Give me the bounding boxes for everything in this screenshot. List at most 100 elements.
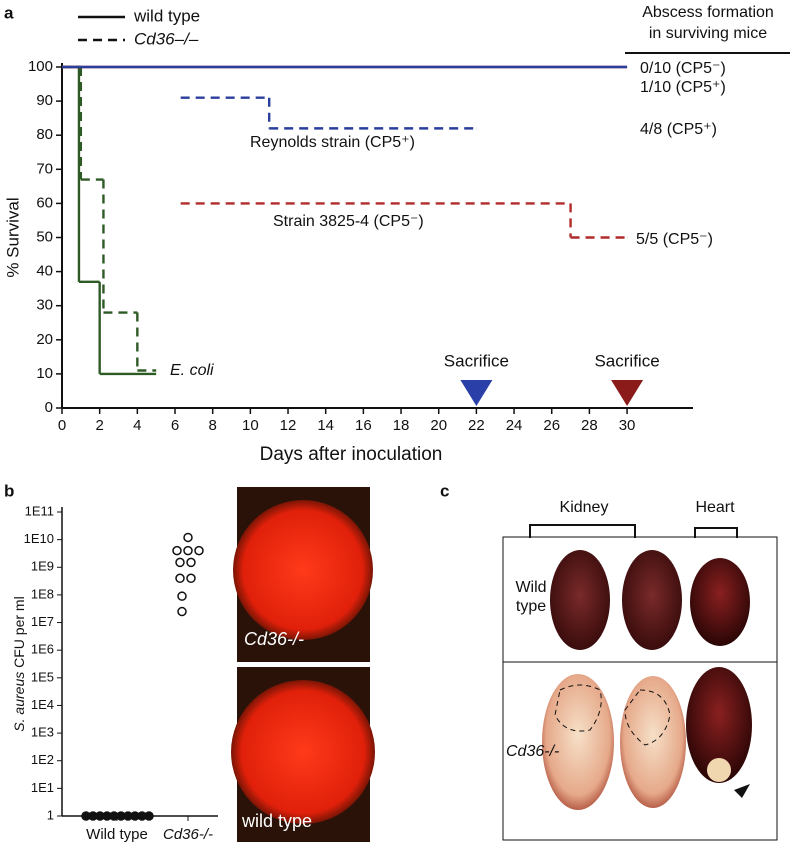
annotation: 1/10 (CP5⁺) [640,79,726,96]
y-axis-label-part: CFU per ml [11,596,27,671]
y-tick-label: 1E6 [31,642,54,657]
y-tick-label: 1E11 [25,503,54,518]
y-tick-label: 40 [36,263,53,280]
series [62,65,157,372]
row-label: Wild type [515,579,547,615]
y-tick-label: 10 [36,365,53,382]
panel-letter: c [440,481,449,500]
data-point [175,557,185,568]
series [180,202,628,239]
y-tick-label: 70 [36,160,53,177]
x-tick-label: Cd36-/- [163,826,213,843]
y-tick-label: 1E4 [31,697,54,712]
row-label: Cd36-/- [506,743,559,760]
x-tick-label: 0 [58,417,66,434]
y-axis-label: S. aureus CFU per ml [11,596,27,731]
panel-letter: a [4,3,14,22]
x-tick-label: 10 [242,417,259,434]
annotation: 0/10 (CP5⁻) [640,60,726,77]
y-tick-label: 20 [36,331,53,348]
x-tick-label: 20 [430,417,447,434]
x-tick-label: 6 [171,417,179,434]
x-tick-label: 14 [317,417,334,434]
plate-label: wild type [241,811,312,831]
y-tick-label: 1E3 [31,725,54,740]
x-tick-label: 30 [619,417,636,434]
y-tick-label: 1E10 [24,531,54,546]
y-tick-label: 30 [36,297,53,314]
legend-label: wild type [133,6,200,25]
y-tick-label: 0 [45,399,53,416]
data-point [144,811,154,821]
abscess-outline [554,684,602,732]
y-tick-label: 1E9 [31,559,54,574]
kidney [542,674,614,810]
y-tick-label: 80 [36,126,53,143]
data-point [183,532,193,543]
photos [231,487,778,842]
y-tick-label: 50 [36,228,53,245]
data-point [177,591,187,601]
y-tick-label: 60 [36,194,53,211]
y-tick-label: 100 [28,58,53,75]
plate-label: Cd36-/- [244,629,304,649]
x-tick-label: 8 [209,417,217,434]
x-tick-label: 28 [581,417,598,434]
x-tick-label: 4 [133,417,141,434]
y-tick-label: 1E5 [31,669,54,684]
data-point [186,557,196,568]
annotation: 4/8 (CP5⁺) [640,121,717,138]
arrowhead [734,784,750,798]
x-tick-label: 26 [543,417,560,434]
column-label: Kidney [560,499,609,516]
annotation: 5/5 (CP5⁻) [636,231,713,248]
data-point [186,573,196,584]
abscess [707,758,731,782]
data-point [177,606,187,617]
y-tick-label: 1E1 [31,780,54,795]
data-point [194,545,204,556]
legend-label: Cd36–/– [134,29,199,48]
x-tick-label: 22 [468,417,485,434]
y-tick-label: 90 [36,92,53,109]
plate [231,680,375,824]
abscess-header: Abscess formation [642,4,774,21]
x-tick-label: Wild type [86,826,148,843]
x-tick-label: 24 [506,417,523,434]
y-axis-label-part: S. aureus [11,672,27,732]
heart [686,667,752,783]
y-axis-label: % Survival [3,197,22,277]
y-tick-label: 1E2 [31,752,54,767]
annotation: Reynolds strain (CP5⁺) [250,134,415,151]
series [180,96,477,130]
x-tick-label: 12 [280,417,297,434]
panel-letter: b [4,481,14,500]
x-tick-label: 2 [95,417,103,434]
x-tick-label: 18 [393,417,410,434]
kidney [550,550,610,650]
y-tick-label: 1E8 [31,586,54,601]
y-tick-label: 1E7 [31,614,54,629]
abscess-header: in surviving mice [649,25,767,42]
data-point [172,545,182,556]
data-point [175,573,185,584]
annotation: E. coli [170,362,214,379]
sacrifice-marker [460,380,493,406]
heart [690,558,750,646]
x-axis-label: Days after inoculation [260,444,443,465]
series [62,65,157,376]
bracket [694,527,738,538]
annotation: Strain 3825-4 (CP5⁻) [273,213,424,230]
bracket [529,524,636,538]
marker-label: Sacrifice [444,351,509,370]
sacrifice-marker [611,380,644,406]
plate [233,500,373,640]
y-tick-label: 1 [47,807,54,822]
column-label: Heart [695,499,735,516]
x-tick-label: 16 [355,417,372,434]
data-point [183,545,193,556]
abscess-outline [624,689,671,746]
kidney [622,550,682,650]
